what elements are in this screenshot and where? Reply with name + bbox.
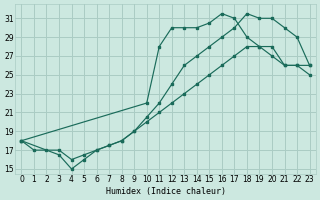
X-axis label: Humidex (Indice chaleur): Humidex (Indice chaleur) bbox=[106, 187, 226, 196]
